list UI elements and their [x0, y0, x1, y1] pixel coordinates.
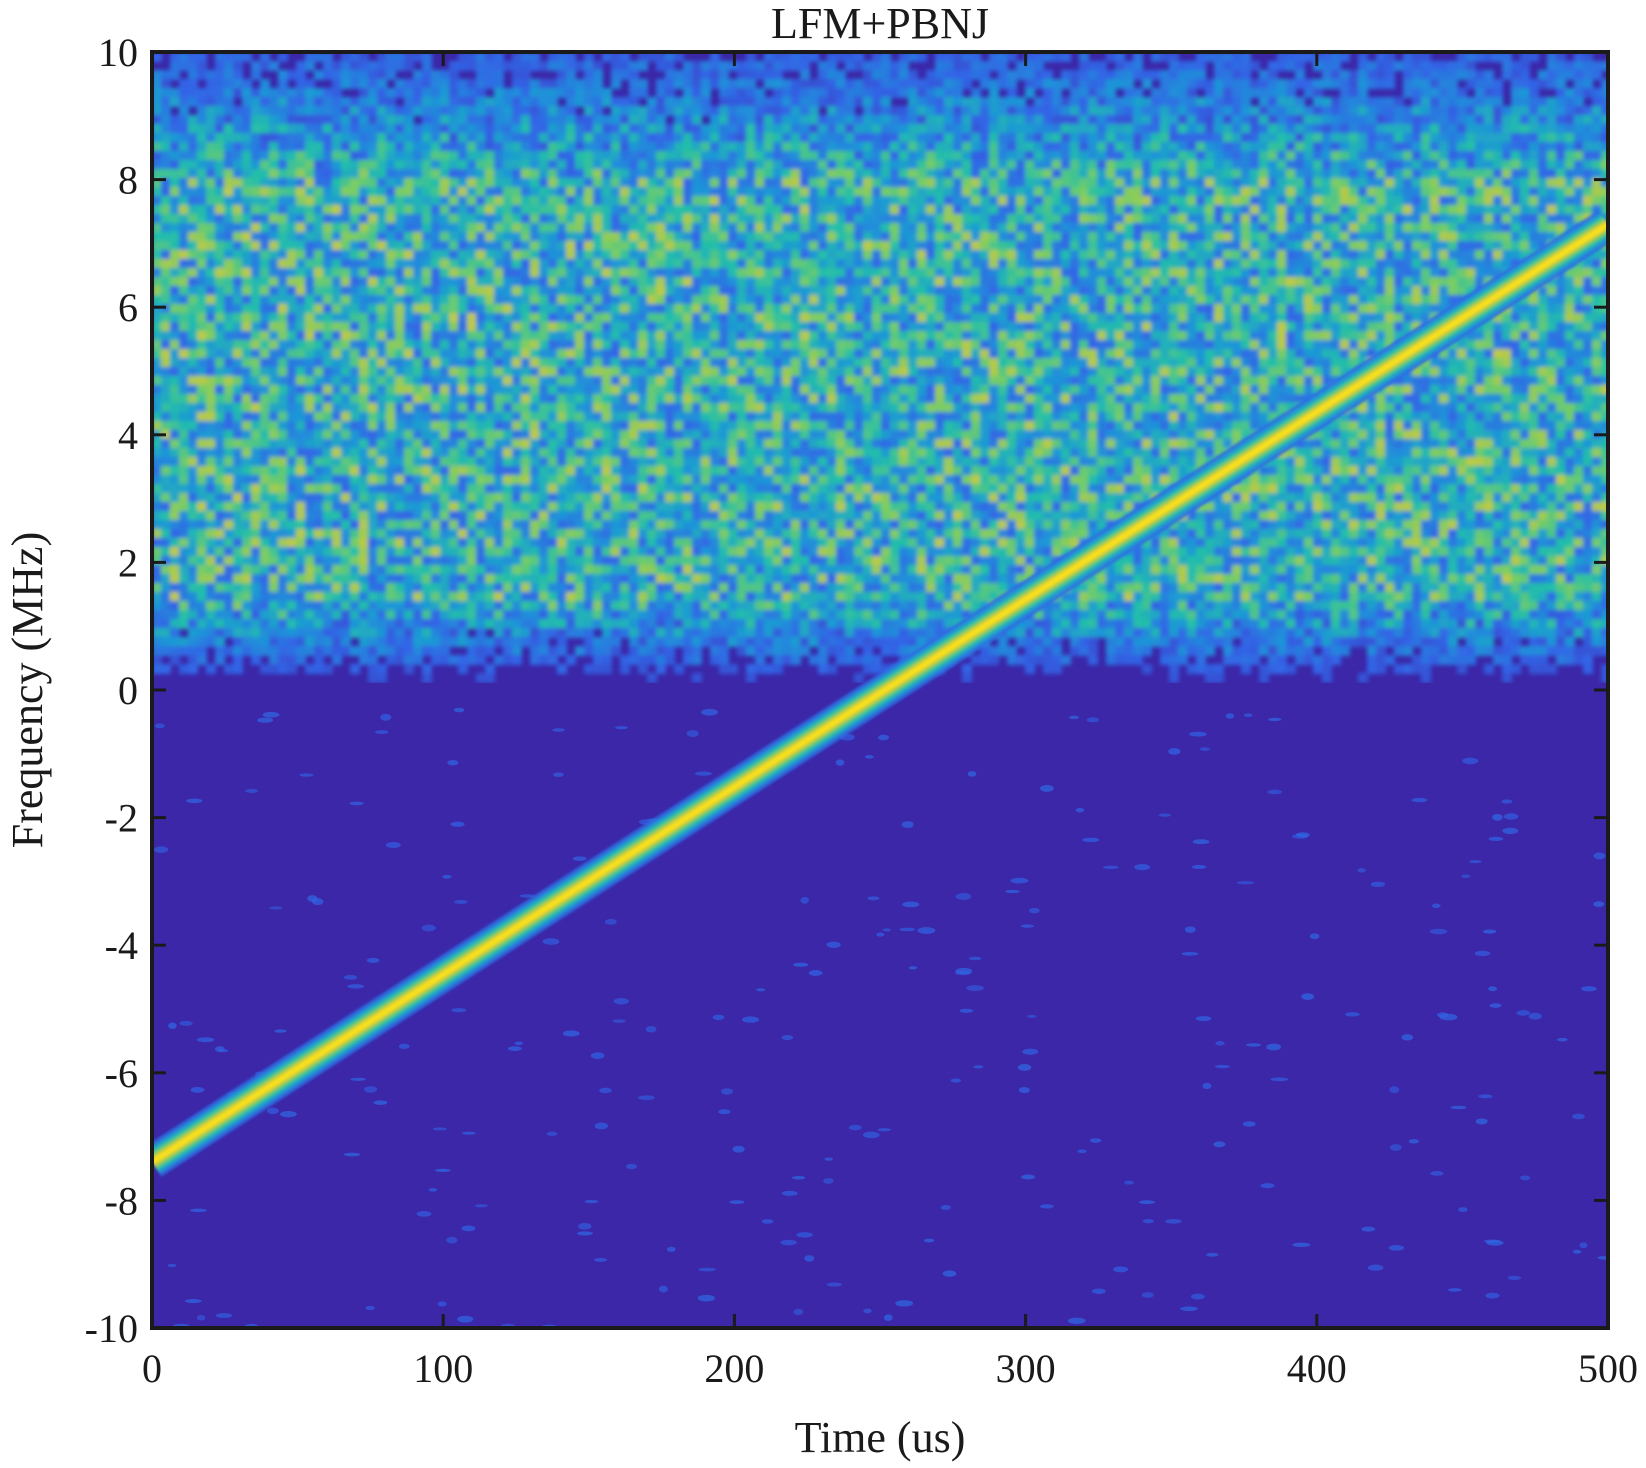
x-axis-label: Time (us) — [795, 1413, 966, 1462]
y-tick-label: -4 — [105, 923, 138, 968]
y-tick-label: 8 — [118, 158, 138, 203]
y-tick-label: -6 — [105, 1051, 138, 1096]
y-tick-label: -10 — [85, 1306, 138, 1351]
y-tick-label: 2 — [118, 540, 138, 585]
y-tick-label: -8 — [105, 1178, 138, 1223]
y-tick-label: 6 — [118, 285, 138, 330]
background-speckles — [153, 707, 1608, 1328]
y-tick-label: 10 — [98, 30, 138, 75]
x-tick-label: 0 — [142, 1346, 162, 1391]
x-tick-label: 300 — [996, 1346, 1056, 1391]
x-tick-label: 400 — [1287, 1346, 1347, 1391]
y-tick-label: 4 — [118, 413, 138, 458]
y-tick-label: -2 — [105, 796, 138, 841]
y-axis-ticks: -10 -8 -6 -4 -2 0 2 4 6 8 10 — [85, 30, 1608, 1351]
lfm-chirp-trace — [152, 209, 1608, 1177]
x-tick-label: 200 — [704, 1346, 764, 1391]
jamming-noise-band — [152, 52, 1608, 683]
y-axis-label: Frequency (MHz) — [3, 532, 52, 848]
x-tick-label: 500 — [1578, 1346, 1638, 1391]
plot-area — [152, 52, 1608, 1328]
y-tick-label: 0 — [118, 668, 138, 713]
x-axis-ticks: 0 100 200 300 400 500 — [142, 52, 1638, 1391]
chart-title: LFM+PBNJ — [771, 0, 989, 48]
x-tick-label: 100 — [413, 1346, 473, 1391]
